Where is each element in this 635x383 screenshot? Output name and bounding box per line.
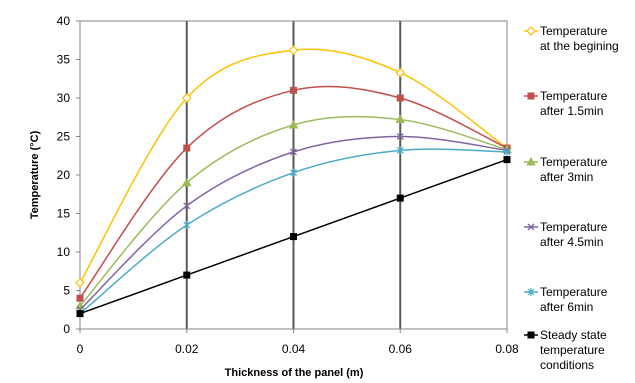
data-point — [503, 156, 511, 164]
y-tick-label: 10 — [57, 245, 71, 259]
data-point — [396, 194, 404, 202]
data-point — [396, 94, 404, 102]
y-axis-title: Temperature (°C) — [29, 130, 41, 219]
y-tick-label: 0 — [63, 322, 70, 336]
y-tick-label: 20 — [57, 168, 71, 182]
x-axis-title: Thickness of the panel (m) — [225, 367, 364, 379]
x-tick-label: 0.02 — [175, 342, 199, 356]
data-point — [288, 45, 299, 56]
data-point — [183, 144, 191, 152]
data-point — [290, 86, 297, 94]
series-line — [79, 85, 508, 299]
legend-label: after 3min — [540, 170, 593, 184]
legend-marker — [527, 223, 535, 231]
x-tick-label: 0.08 — [495, 342, 519, 356]
x-tick-label: 0.06 — [389, 342, 413, 356]
y-tick-label: 5 — [63, 284, 70, 298]
y-tick-label: 35 — [57, 53, 71, 67]
axes: 0 5 10 15 20 25 30 35 40 0 0.02 0.04 0.06 0.08 — [57, 14, 519, 356]
legend-marker — [526, 26, 536, 36]
legend-label: Temperature — [540, 285, 608, 299]
data-point — [290, 168, 297, 177]
data-point — [396, 133, 404, 140]
data-point — [288, 119, 299, 129]
series-lines — [75, 45, 512, 318]
legend-label: Temperature — [540, 220, 608, 234]
data-point — [183, 202, 191, 210]
data-point — [503, 147, 511, 156]
data-point — [75, 277, 85, 288]
series-4 — [76, 133, 511, 314]
data-point — [181, 93, 192, 103]
legend-marker — [527, 288, 535, 296]
series-3 — [75, 114, 512, 310]
legend-label: at the begining — [540, 39, 619, 53]
legend-marker — [527, 92, 535, 100]
legend-label: after 4.5min — [540, 235, 603, 249]
legend-label: Temperature — [540, 89, 608, 103]
legend-marker — [527, 331, 535, 339]
data-point — [183, 221, 191, 230]
y-tick-label: 25 — [57, 130, 71, 144]
data-point — [76, 310, 84, 318]
legend-marker — [526, 156, 536, 166]
data-point — [181, 177, 192, 187]
data-point — [395, 67, 406, 78]
legend-label: temperature — [540, 343, 605, 357]
series-5 — [76, 146, 511, 318]
series-line — [79, 115, 508, 307]
x-tick-label: 0 — [77, 342, 84, 356]
series-line — [79, 48, 508, 284]
series-6 — [76, 156, 511, 318]
data-point — [183, 271, 191, 279]
legend-label: after 1.5min — [540, 104, 603, 118]
y-tick-label: 30 — [57, 91, 71, 105]
data-point — [395, 114, 406, 124]
data-point — [290, 233, 297, 241]
legend-label: conditions — [540, 358, 594, 372]
data-point — [290, 148, 297, 156]
x-tick-label: 0.04 — [282, 342, 306, 356]
y-tick-label: 40 — [57, 14, 71, 28]
data-point — [396, 146, 404, 155]
legend-label: Temperature — [540, 24, 608, 38]
legend-label: after 6min — [540, 300, 593, 314]
legend-label: Temperature — [540, 155, 608, 169]
legend-label: Steady state — [540, 328, 607, 342]
data-point — [76, 294, 84, 302]
y-tick-label: 15 — [57, 207, 71, 221]
